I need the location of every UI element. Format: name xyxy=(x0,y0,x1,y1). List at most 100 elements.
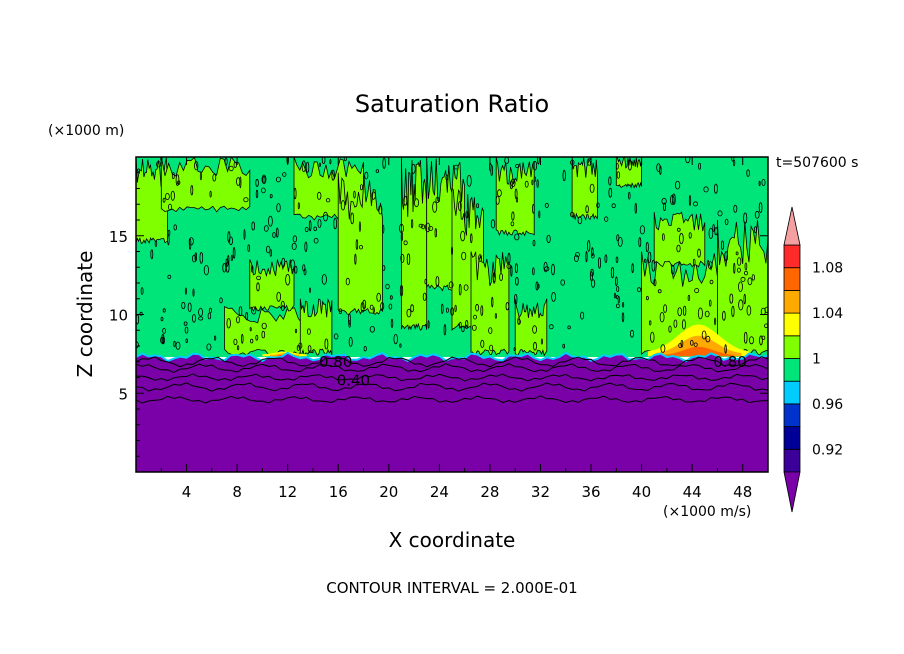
contour-speckle xyxy=(308,220,312,232)
contour-speckle xyxy=(350,212,355,225)
contour-speckle xyxy=(425,222,431,233)
contour-speckle xyxy=(724,251,728,262)
contour-speckle xyxy=(173,340,176,347)
contour-speckle xyxy=(237,345,240,351)
contour-speckle xyxy=(422,292,427,301)
contour-speckle xyxy=(517,317,521,325)
colorbar-under-arrow xyxy=(783,471,801,513)
supersat-patch xyxy=(514,298,548,357)
contour-speckle xyxy=(510,178,516,188)
contour-speckle xyxy=(369,325,375,333)
contour-speckle xyxy=(399,223,404,234)
contour-speckle xyxy=(348,336,353,347)
y-tick-label: 10 xyxy=(109,307,128,325)
contour-speckle xyxy=(243,197,249,203)
contour-speckle xyxy=(225,258,229,267)
contour-speckle xyxy=(731,305,735,318)
colorbar-segment xyxy=(783,267,801,291)
contour-speckle xyxy=(325,198,331,203)
contour-speckle xyxy=(538,210,541,219)
contour-speckle xyxy=(369,304,374,310)
contour-speckle xyxy=(275,176,281,183)
contour-speckle xyxy=(615,163,619,170)
contour-line xyxy=(136,363,768,373)
contour-speckle xyxy=(471,324,477,331)
contour-speckle xyxy=(185,338,188,344)
contour-speckle xyxy=(562,343,565,349)
contour-speckle xyxy=(313,237,319,244)
contour-speckle xyxy=(175,341,181,350)
contour-speckle xyxy=(589,183,595,193)
contour-speckle xyxy=(495,195,500,205)
contour-speckle xyxy=(616,171,620,179)
contour-speckle xyxy=(514,293,518,305)
contour-speckle xyxy=(358,244,363,250)
contour-speckle xyxy=(743,212,748,224)
contour-speckle xyxy=(251,306,257,315)
contour-speckle xyxy=(653,278,657,287)
contour-speckle xyxy=(228,236,233,246)
x-tick-label: 40 xyxy=(632,483,651,501)
contour-speckle xyxy=(250,338,254,344)
contour-speckle xyxy=(400,253,405,263)
contour-speckle xyxy=(499,272,504,281)
plot-area xyxy=(136,157,768,472)
contour-speckle xyxy=(496,189,502,197)
contour-speckle xyxy=(461,325,465,333)
contour-speckle xyxy=(282,172,287,177)
contour-speckle xyxy=(162,308,166,313)
contour-speckle xyxy=(453,164,459,170)
contour-speckle xyxy=(735,251,739,256)
contour-speckle xyxy=(634,202,638,214)
contour-speckle xyxy=(611,203,616,209)
contour-speckle xyxy=(651,259,656,272)
contour-speckle xyxy=(263,225,269,232)
contour-speckle xyxy=(184,326,189,334)
contour-speckle xyxy=(636,287,642,293)
contour-speckle xyxy=(515,164,520,169)
contour-speckle xyxy=(272,231,276,238)
contour-speckle xyxy=(747,277,753,286)
contour-speckle xyxy=(280,300,285,312)
contour-speckle xyxy=(167,203,172,211)
contour-speckle xyxy=(191,254,197,263)
x-tick-label: 20 xyxy=(379,483,398,501)
contour-speckle xyxy=(733,262,736,274)
contour-speckle xyxy=(509,180,513,190)
contour-line xyxy=(136,395,768,404)
chart-title: Saturation Ratio xyxy=(355,90,549,118)
contour-speckle xyxy=(421,224,426,230)
contour-speckle xyxy=(687,294,691,301)
contour-speckle xyxy=(659,312,665,323)
contour-speckle xyxy=(492,273,496,284)
contour-speckle xyxy=(294,265,298,274)
contour-speckle xyxy=(628,191,631,200)
contour-speckle xyxy=(354,253,357,265)
contour-speckle xyxy=(717,210,723,217)
contour-speckle xyxy=(255,334,259,341)
contour-speckle xyxy=(290,259,296,271)
y-axis-label: Z coordinate xyxy=(73,251,97,378)
contour-speckle xyxy=(569,211,575,217)
contour-interval-footer: CONTOUR INTERVAL = 2.000E-01 xyxy=(326,579,577,597)
contour-speckle xyxy=(671,193,676,205)
contour-speckle xyxy=(660,344,666,353)
contour-speckle xyxy=(184,287,187,295)
contour-speckle xyxy=(358,221,361,233)
contour-speckle xyxy=(608,176,612,186)
contour-speckle xyxy=(744,270,749,276)
contour-speckle xyxy=(406,253,411,266)
contour-speckle xyxy=(533,341,537,351)
time-label: t=507600 s xyxy=(776,155,858,171)
contour-speckle xyxy=(256,275,262,281)
contour-speckle xyxy=(704,310,710,318)
contour-speckle xyxy=(459,321,462,328)
contour-speckle xyxy=(232,246,236,259)
contour-speckle xyxy=(331,169,335,181)
contour-speckle xyxy=(329,159,332,165)
contour-speckle xyxy=(399,284,404,297)
contour-speckle xyxy=(294,328,298,334)
x-tick-label: 12 xyxy=(278,483,297,501)
contour-speckle xyxy=(233,162,237,168)
contour-speckle xyxy=(662,233,665,241)
